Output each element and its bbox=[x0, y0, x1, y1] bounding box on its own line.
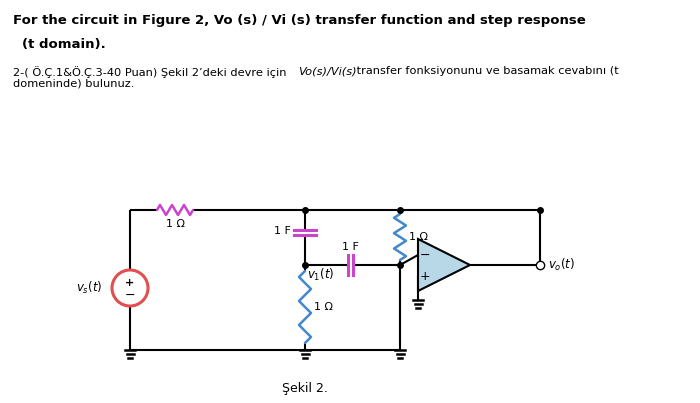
Text: 1 Ω: 1 Ω bbox=[409, 232, 428, 242]
Text: 2-( Ö.Ç.1&Ö.Ç.3-40 Puan) Şekil 2’deki devre için: 2-( Ö.Ç.1&Ö.Ç.3-40 Puan) Şekil 2’deki de… bbox=[13, 66, 290, 78]
Text: Vo(s)/Vi(s): Vo(s)/Vi(s) bbox=[298, 66, 356, 76]
Polygon shape bbox=[418, 239, 470, 291]
Text: transfer fonksiyonunu ve basamak cevabını (t: transfer fonksiyonunu ve basamak cevabın… bbox=[353, 66, 619, 76]
Text: domeninde) bulunuz.: domeninde) bulunuz. bbox=[13, 79, 134, 89]
Text: 1 Ω: 1 Ω bbox=[165, 219, 185, 229]
Text: $v_s(t)$: $v_s(t)$ bbox=[76, 280, 102, 296]
Text: $v_1(t)$: $v_1(t)$ bbox=[307, 267, 335, 283]
Text: (t domain).: (t domain). bbox=[22, 38, 106, 51]
Text: Şekil 2.: Şekil 2. bbox=[282, 382, 328, 395]
Text: For the circuit in Figure 2, Vo (s) / Vi (s) transfer function and step response: For the circuit in Figure 2, Vo (s) / Vi… bbox=[13, 14, 586, 27]
Text: +: + bbox=[420, 270, 430, 283]
Text: 1 F: 1 F bbox=[342, 242, 358, 252]
Text: +: + bbox=[125, 278, 134, 288]
Text: 1 F: 1 F bbox=[274, 226, 291, 236]
Text: −: − bbox=[125, 289, 135, 301]
Text: −: − bbox=[420, 249, 430, 262]
Text: $v_o(t)$: $v_o(t)$ bbox=[548, 257, 575, 273]
Text: 1 Ω: 1 Ω bbox=[314, 302, 333, 312]
